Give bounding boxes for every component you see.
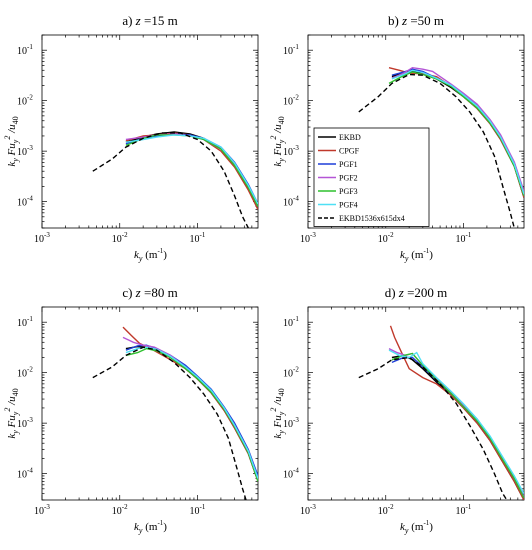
series-group <box>358 325 524 500</box>
series-line-ekbd1536x615dx4 <box>358 356 508 500</box>
x-axis-label: ky (m-1) <box>134 519 167 535</box>
panel-3: 10-3 10-2 10-1 10-4 10-3 10-2 10-1 c) z =80 m ky… <box>3 285 259 535</box>
panel-1: 10-3 10-2 10-1 10-4 10-3 10-2 10-1 a) z =15 m ky… <box>3 13 259 263</box>
y-tick-label: 10-4 <box>283 467 299 481</box>
legend-entry-label: PGF3 <box>339 187 358 196</box>
series-line-pgf3 <box>125 134 258 207</box>
y-tick-label: 10-2 <box>17 366 33 380</box>
y-tick-label: 10-4 <box>283 195 299 209</box>
legend-entry-label: PGF4 <box>339 201 358 210</box>
series-line-pgf4 <box>391 69 524 195</box>
x-axis-label: ky (m-1) <box>400 247 433 263</box>
series-line-ekbd1536x615dx4 <box>92 132 249 228</box>
plot-area-frame <box>41 306 259 501</box>
series-line-pgf3 <box>125 347 258 482</box>
series-line-pgf2 <box>388 347 524 497</box>
x-tick-label: 10-1 <box>455 231 471 245</box>
y-tick-label: 10-1 <box>283 43 299 57</box>
series-line-pgf2 <box>391 66 524 192</box>
legend-entry-label: EKBD <box>339 133 361 142</box>
series-line-pgf4 <box>125 134 258 205</box>
y-axis-label: ky Fuy2 /u40 <box>269 388 286 438</box>
plot-area-frame <box>307 34 525 229</box>
x-tick-label: 10-2 <box>378 231 394 245</box>
y-tick-label: 10-1 <box>17 315 33 329</box>
series-line-ekbd <box>125 345 258 482</box>
series-line-pgf2 <box>122 336 258 479</box>
y-tick-label: 10-1 <box>283 315 299 329</box>
series-line-ekbd1536x615dx4 <box>92 346 247 500</box>
y-tick-label: 10-2 <box>17 94 33 108</box>
panel-title: b) z =50 m <box>388 13 444 28</box>
plot-area-frame <box>307 306 525 501</box>
legend-entry-label: PGF2 <box>339 174 358 183</box>
series-line-pgf4 <box>388 349 524 495</box>
series-line-ekbd <box>391 354 524 500</box>
legend-entry-label: CPGF <box>339 147 360 156</box>
series-line-cpgf <box>389 325 524 500</box>
y-axis-label: ky Fuy2 /u40 <box>269 116 286 166</box>
x-tick-label: 10-2 <box>378 503 394 517</box>
y-tick-label: 10-4 <box>17 195 33 209</box>
series-line-ekbd1536x615dx4 <box>358 73 515 228</box>
x-tick-label: 10-3 <box>34 231 50 245</box>
plot-area-frame <box>41 34 259 229</box>
y-tick-label: 10-3 <box>283 416 299 430</box>
series-line-pgf1 <box>125 344 258 477</box>
x-tick-label: 10-1 <box>189 231 205 245</box>
x-axis-label: ky (m-1) <box>134 247 167 263</box>
legend-entry-label: PGF1 <box>339 160 358 169</box>
y-tick-label: 10-4 <box>17 467 33 481</box>
panel-title: c) z =80 m <box>122 285 177 300</box>
y-tick-label: 10-2 <box>283 366 299 380</box>
x-tick-label: 10-3 <box>300 503 316 517</box>
panel-2: 10-3 10-2 10-1 10-4 10-3 10-2 10-1 b) z =50 m ky… <box>269 13 525 263</box>
y-axis-label: ky Fuy2 /u40 <box>3 388 20 438</box>
x-tick-label: 10-1 <box>455 503 471 517</box>
x-axis-label: ky (m-1) <box>400 519 433 535</box>
y-tick-label: 10-3 <box>283 144 299 158</box>
series-group <box>92 131 258 228</box>
series-line-pgf3 <box>391 352 524 499</box>
series-line-pgf4 <box>125 346 258 479</box>
y-tick-label: 10-1 <box>17 43 33 57</box>
panel-4: 10-3 10-2 10-1 10-4 10-3 10-2 10-1 d) z =200 m k… <box>269 285 525 535</box>
x-tick-label: 10-2 <box>112 503 128 517</box>
panel-title: a) z =15 m <box>122 13 177 28</box>
y-axis-label: ky Fuy2 /u40 <box>3 116 20 166</box>
legend-entry-label: EKBD1536x615dx4 <box>339 214 405 223</box>
x-tick-label: 10-3 <box>34 503 50 517</box>
series-group <box>92 326 258 500</box>
y-tick-label: 10-3 <box>17 144 33 158</box>
y-tick-label: 10-2 <box>283 94 299 108</box>
x-tick-label: 10-3 <box>300 231 316 245</box>
y-tick-label: 10-3 <box>17 416 33 430</box>
series-group <box>358 66 524 228</box>
legend: EKBD CPGF PGF1 PGF2 PGF3 PGF4 EKBD1536x615dx4 <box>313 127 430 227</box>
x-tick-label: 10-2 <box>112 231 128 245</box>
panel-title: d) z =200 m <box>385 285 448 300</box>
x-tick-label: 10-1 <box>189 503 205 517</box>
series-line-pgf1 <box>391 356 524 497</box>
